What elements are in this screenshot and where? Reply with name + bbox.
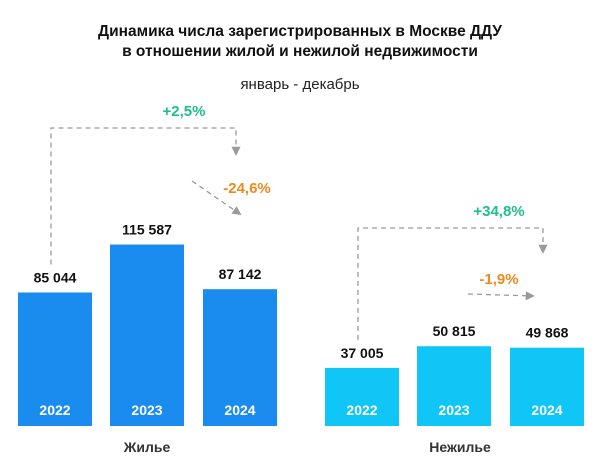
x-tick-label: 2024 xyxy=(531,402,562,418)
change-label-yoy: -1,9% xyxy=(479,271,518,288)
change-arrow-yoy xyxy=(467,291,535,301)
group-label: Нежилье xyxy=(429,439,491,455)
data-label: 115 587 xyxy=(122,222,172,238)
data-label: 85 044 xyxy=(34,269,77,285)
data-label: 37 005 xyxy=(341,345,384,361)
chart-title: Динамика числа зарегистрированных в Моск… xyxy=(0,22,600,62)
group-label: Жилье xyxy=(123,439,171,455)
bar-2-2022 xyxy=(325,367,399,426)
bar-1-2024 xyxy=(203,289,277,426)
chart-subtitle: январь - декабрь xyxy=(240,76,360,93)
bar-1-2022 xyxy=(18,292,92,426)
data-label: 49 868 xyxy=(526,325,569,341)
change-label-total: +34,8% xyxy=(473,203,524,220)
bar-1-2023 xyxy=(110,244,184,426)
x-tick-label: 2022 xyxy=(346,402,377,418)
bar-2-2024 xyxy=(510,347,584,426)
data-label: 87 142 xyxy=(219,266,262,282)
change-arrow-yoy xyxy=(191,180,242,216)
chart-title-line1: Динамика числа зарегистрированных в Моск… xyxy=(98,23,502,40)
x-tick-label: 2023 xyxy=(131,402,162,418)
data-label: 50 815 xyxy=(433,323,476,339)
bar-2-2023 xyxy=(417,346,491,426)
x-tick-label: 2022 xyxy=(39,402,70,418)
chart-title-line2: в отношении жилой и нежилой недвижимости xyxy=(122,43,478,60)
x-tick-label: 2024 xyxy=(224,402,255,418)
change-arrow-total xyxy=(50,127,241,265)
change-label-total: +2,5% xyxy=(163,103,206,120)
x-tick-label: 2023 xyxy=(438,402,469,418)
change-label-yoy: -24,6% xyxy=(223,180,271,197)
change-arrow-total xyxy=(357,227,548,340)
